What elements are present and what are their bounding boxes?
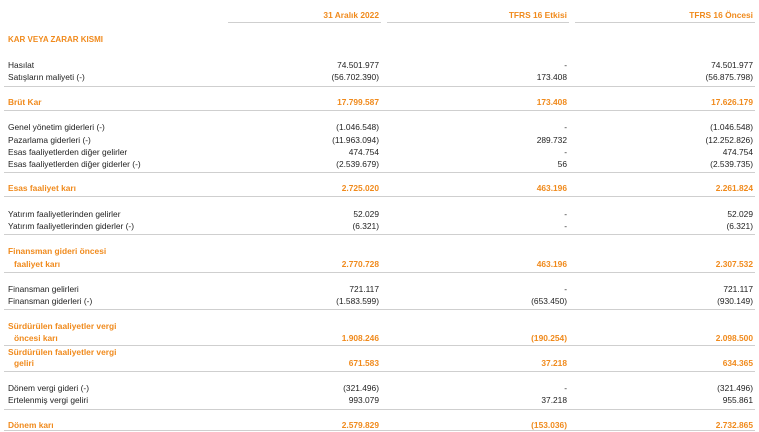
row-divider <box>4 371 755 372</box>
row-value-c1: (6.321) <box>352 221 379 231</box>
row-value-c2: - <box>564 284 567 294</box>
row-value-c3: (6.321) <box>726 221 753 231</box>
row-label: Dönem karı <box>8 420 54 430</box>
row-label: Yatırım faaliyetlerinden gelirler <box>8 209 121 219</box>
row-label: Dönem vergi gideri (-) <box>8 383 89 393</box>
row-label: Esas faaliyetlerden diğer gelirler <box>8 147 128 157</box>
section-title: KAR VEYA ZARAR KISMI <box>8 35 103 44</box>
row-value-c1: (11.963.094) <box>332 135 379 145</box>
header-divider <box>575 22 755 23</box>
row-divider <box>4 234 755 235</box>
row-value-c2: - <box>564 383 567 393</box>
column-header-31-aralik-2022: 31 Aralık 2022 <box>323 10 379 20</box>
row-value-c2: - <box>564 209 567 219</box>
row-label: Yatırım faaliyetlerinden giderler (-) <box>8 221 134 231</box>
row-divider <box>4 309 755 310</box>
row-value-c1: 671.583 <box>348 358 379 368</box>
row-value-c2: 173.408 <box>536 97 567 107</box>
row-value-c2: - <box>564 60 567 70</box>
row-label-continued: faaliyet karı <box>14 259 61 269</box>
row-value-c1: (321.496) <box>343 383 379 393</box>
header-divider <box>228 22 381 23</box>
row-label: Brüt Kar <box>8 97 42 107</box>
row-value-c1: (2.539.679) <box>336 159 379 169</box>
row-label: Esas faaliyet karı <box>8 183 76 193</box>
row-value-c2: (190.254) <box>531 333 567 343</box>
row-divider <box>4 110 755 111</box>
row-value-c2: 463.196 <box>536 183 567 193</box>
row-value-c3: 2.732.865 <box>715 420 753 430</box>
row-value-c1: 17.799.587 <box>337 97 379 107</box>
row-value-c3: 52.029 <box>727 209 753 219</box>
row-value-c1: (56.702.390) <box>331 72 380 82</box>
row-label-continued: geliri <box>14 358 35 368</box>
row-divider <box>4 409 755 410</box>
row-value-c3: 721.117 <box>723 284 753 294</box>
row-value-c2: 463.196 <box>536 259 567 269</box>
row-label: Pazarlama giderleri (-) <box>8 135 91 145</box>
row-value-c1: 74.501.977 <box>337 60 379 70</box>
row-value-c2: (153.036) <box>531 420 567 430</box>
row-label: Finansman gideri öncesi <box>8 246 107 256</box>
row-value-c3: 634.365 <box>722 358 753 368</box>
row-value-c3: (2.539.735) <box>710 159 753 169</box>
row-value-c3: (56.875.798) <box>705 72 754 82</box>
row-value-c3: (930.149) <box>717 296 753 306</box>
row-value-c2: 37.218 <box>541 358 567 368</box>
row-value-c2: 37.218 <box>541 395 567 405</box>
row-label: Genel yönetim giderleri (-) <box>8 122 105 132</box>
row-divider <box>4 272 755 273</box>
row-label: Finansman gelirleri <box>8 284 79 294</box>
row-value-c3: 474.754 <box>722 147 753 157</box>
row-divider <box>4 196 755 197</box>
row-value-c2: - <box>564 122 567 132</box>
row-value-c2: (653.450) <box>531 296 567 306</box>
column-header-tfrs16-oncesi: TFRS 16 Öncesi <box>689 10 753 20</box>
row-value-c1: (1.046.548) <box>336 122 379 132</box>
header-divider <box>387 22 569 23</box>
row-value-c3: (12.252.826) <box>705 135 754 145</box>
row-divider <box>4 86 755 87</box>
row-divider <box>4 345 755 346</box>
row-value-c1: 2.579.829 <box>341 420 379 430</box>
row-value-c2: - <box>564 221 567 231</box>
row-label: Sürdürülen faaliyetler vergi <box>8 347 117 357</box>
row-value-c1: 2.725.020 <box>341 183 379 193</box>
row-value-c1: 1.908.246 <box>341 333 379 343</box>
row-label-continued: öncesi karı <box>14 333 58 343</box>
row-label: Hasılat <box>8 60 35 70</box>
row-label: Sürdürülen faaliyetler vergi <box>8 321 117 331</box>
row-label: Satışların maliyeti (-) <box>8 72 85 82</box>
row-value-c3: 17.626.179 <box>711 97 753 107</box>
row-value-c3: 955.861 <box>722 395 753 405</box>
row-value-c3: 2.098.500 <box>715 333 753 343</box>
row-value-c2: 56 <box>557 159 567 169</box>
row-value-c1: 993.079 <box>348 395 379 405</box>
row-value-c3: (1.046.548) <box>710 122 753 132</box>
row-value-c2: 173.408 <box>536 72 567 82</box>
row-value-c3: 2.261.824 <box>715 183 753 193</box>
row-value-c2: 289.732 <box>536 135 567 145</box>
row-value-c3: 74.501.977 <box>711 60 753 70</box>
row-value-c1: 2.770.728 <box>341 259 379 269</box>
row-value-c2: - <box>564 147 567 157</box>
row-divider <box>4 172 755 173</box>
row-value-c1: 721.117 <box>349 284 379 294</box>
row-label: Finansman giderleri (-) <box>8 296 93 306</box>
row-divider <box>4 430 755 431</box>
column-header-tfrs16-etkisi: TFRS 16 Etkisi <box>508 10 567 20</box>
row-label: Esas faaliyetlerden diğer giderler (-) <box>8 159 141 169</box>
row-value-c1: 52.029 <box>353 209 379 219</box>
row-label: Ertelenmiş vergi geliri <box>8 395 89 405</box>
row-value-c1: 474.754 <box>348 147 379 157</box>
row-value-c3: 2.307.532 <box>715 259 753 269</box>
row-value-c3: (321.496) <box>717 383 753 393</box>
row-value-c1: (1.583.599) <box>336 296 379 306</box>
